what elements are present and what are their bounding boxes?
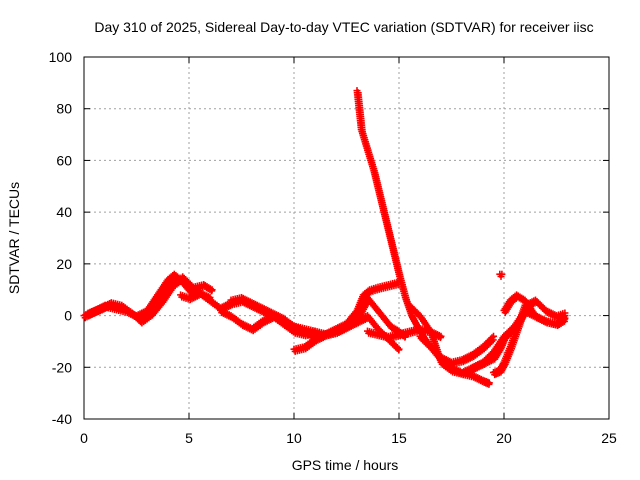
x-tick-label: 20 (496, 430, 512, 446)
x-tick-label: 0 (80, 430, 88, 446)
x-tick-label: 25 (601, 430, 617, 446)
data-point (561, 314, 569, 322)
y-tick-label: 20 (56, 256, 72, 272)
chart-title: Day 310 of 2025, Sidereal Day-to-day VTE… (94, 19, 593, 35)
data-point (395, 345, 403, 353)
plot-frame (83, 56, 610, 420)
data-point (485, 379, 493, 387)
y-tick-label: 60 (56, 152, 72, 168)
data-point (437, 332, 445, 340)
y-tick-label: -20 (52, 359, 72, 375)
data-points (80, 87, 569, 388)
data-point (490, 332, 497, 340)
y-tick-label: 0 (64, 308, 72, 324)
axis-ticks: 0 5 10 15 20 25 -40 -20 0 20 40 60 80 100 (49, 49, 617, 446)
y-tick-label: 100 (49, 49, 73, 65)
y-tick-label: -40 (52, 411, 72, 427)
x-tick-label: 15 (391, 430, 407, 446)
y-tick-label: 40 (56, 204, 72, 220)
grid (84, 57, 609, 419)
y-axis-label: SDTVAR / TECUs (6, 182, 22, 294)
data-point (208, 286, 216, 294)
data-point (498, 270, 506, 278)
x-tick-label: 5 (185, 430, 193, 446)
x-axis-label: GPS time / hours (292, 457, 399, 473)
x-tick-label: 10 (286, 430, 302, 446)
y-tick-label: 80 (56, 101, 72, 117)
